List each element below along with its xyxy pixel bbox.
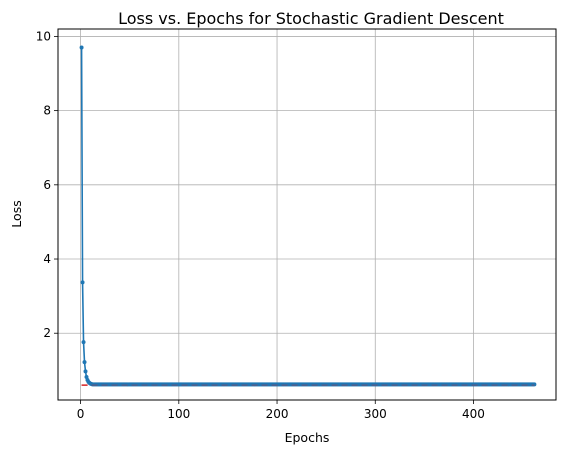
chart-title: Loss vs. Epochs for Stochastic Gradient …	[118, 9, 504, 28]
x-axis-label: Epochs	[285, 430, 330, 445]
x-tick-label: 300	[364, 407, 387, 421]
data-point	[82, 360, 87, 365]
y-tick-label: 8	[43, 104, 51, 118]
y-tick-label: 6	[43, 178, 51, 192]
x-tick-label: 0	[77, 407, 85, 421]
y-axis-label: Loss	[9, 200, 24, 227]
y-tick-label: 10	[36, 29, 51, 43]
x-tick-label: 100	[167, 407, 190, 421]
data-point	[83, 369, 88, 374]
y-tick-label: 2	[43, 326, 51, 340]
y-tick-label: 4	[43, 252, 51, 266]
data-point	[532, 382, 537, 387]
plot-frame	[57, 28, 557, 401]
data-point	[79, 45, 84, 50]
x-tick-label: 200	[266, 407, 289, 421]
ticks: 0 100 200 300 400 2 4 6 8 10	[36, 29, 485, 421]
loss-series-line	[80, 47, 535, 386]
grid	[58, 29, 556, 400]
series-layer	[79, 45, 537, 387]
data-point	[81, 340, 86, 345]
data-point	[80, 280, 85, 285]
x-tick-label: 400	[462, 407, 485, 421]
